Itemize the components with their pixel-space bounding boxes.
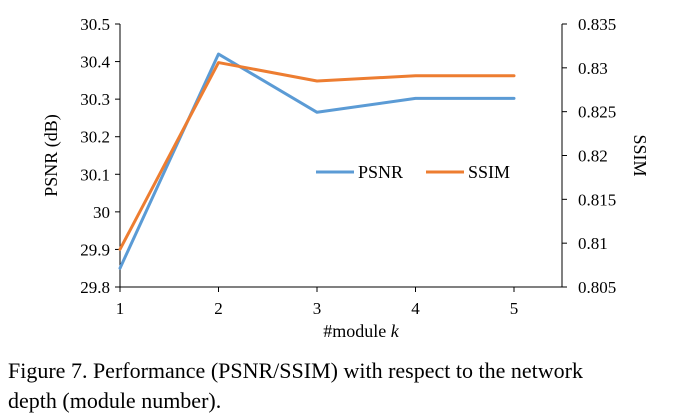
plot-area: 29.8 29.9 30 30.1 30.2 30.3 30.4 30.5 0.805 0.81 0… [41,15,650,341]
y-left-tick-label-2: 30 [93,203,110,222]
figure-caption: Figure 7. Performance (PSNR/SSIM) with r… [8,356,688,416]
y-left-tick-label-3: 30.1 [80,165,110,184]
x-tick-label-1: 2 [214,299,223,318]
caption-line-1: Figure 7. Performance (PSNR/SSIM) with r… [8,358,583,383]
caption-line-2: depth (module number). [8,388,222,413]
y-right-tick-label-6: 0.835 [578,15,616,34]
series-line-psnr [118,52,516,270]
y-left-tick-label-0: 29.8 [80,278,110,297]
y-axis-title-left: PSNR (dB) [41,114,62,197]
x-tick-label-0: 1 [116,299,125,318]
y-right-tick-label-4: 0.825 [578,103,616,122]
chart: 29.8 29.9 30 30.1 30.2 30.3 30.4 30.5 0.805 0.81 0… [41,15,650,341]
y-left-tick-label-7: 30.5 [80,15,110,34]
y-right-tick-label-0: 0.805 [578,278,616,297]
x-tick-label-2: 3 [313,299,322,318]
y-right-tick-label-2: 0.815 [578,190,616,209]
y-left-tick-label-1: 29.9 [80,240,110,259]
y-right-tick-label-1: 0.81 [578,234,608,253]
y-right-tick-label-5: 0.83 [578,59,608,78]
legend-label-psnr: PSNR [358,162,403,182]
legend-label-ssim: SSIM [468,162,510,182]
y-axis-title-right: SSIM [630,134,650,176]
y-left-tick-label-6: 30.4 [80,53,110,72]
x-tick-label-3: 4 [411,299,420,318]
y-right-tick-label-3: 0.82 [578,147,608,166]
x-axis-title: #module k [323,321,400,341]
series-line-ssim [118,61,516,251]
y-left-tick-label-4: 30.2 [80,128,110,147]
y-left-tick-label-5: 30.3 [80,90,110,109]
x-tick-label-4: 5 [510,299,519,318]
